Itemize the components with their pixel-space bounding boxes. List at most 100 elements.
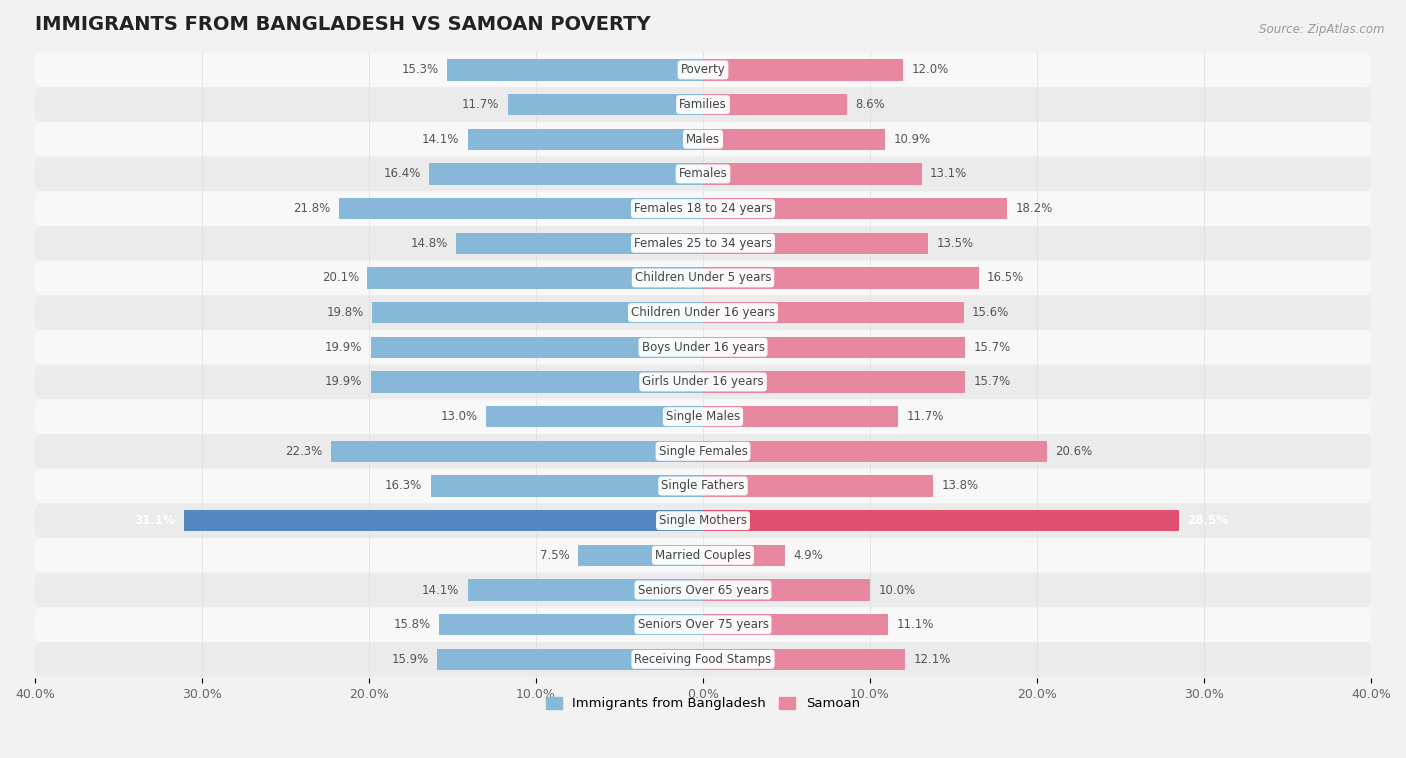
Text: Males: Males	[686, 133, 720, 146]
Bar	[703, 614, 889, 635]
Text: 14.8%: 14.8%	[411, 236, 447, 250]
FancyBboxPatch shape	[35, 226, 1371, 261]
Text: Females 25 to 34 years: Females 25 to 34 years	[634, 236, 772, 250]
Bar	[703, 302, 963, 324]
Bar	[486, 406, 703, 428]
Text: 16.3%: 16.3%	[385, 480, 422, 493]
Bar	[429, 163, 703, 185]
Legend: Immigrants from Bangladesh, Samoan: Immigrants from Bangladesh, Samoan	[541, 692, 865, 716]
Bar	[703, 406, 898, 428]
Bar	[330, 440, 703, 462]
Bar	[508, 94, 703, 115]
Text: 16.4%: 16.4%	[384, 168, 420, 180]
Text: Poverty: Poverty	[681, 64, 725, 77]
FancyBboxPatch shape	[35, 330, 1371, 365]
Bar	[703, 579, 870, 601]
FancyBboxPatch shape	[35, 296, 1371, 330]
FancyBboxPatch shape	[35, 642, 1371, 677]
Text: Seniors Over 65 years: Seniors Over 65 years	[637, 584, 769, 597]
FancyBboxPatch shape	[35, 538, 1371, 572]
FancyBboxPatch shape	[35, 607, 1371, 642]
Text: Source: ZipAtlas.com: Source: ZipAtlas.com	[1260, 23, 1385, 36]
Text: 19.9%: 19.9%	[325, 341, 363, 354]
Bar	[703, 129, 884, 150]
FancyBboxPatch shape	[35, 468, 1371, 503]
Text: 12.1%: 12.1%	[914, 653, 950, 666]
Text: Girls Under 16 years: Girls Under 16 years	[643, 375, 763, 388]
Text: 13.1%: 13.1%	[931, 168, 967, 180]
Text: 4.9%: 4.9%	[793, 549, 823, 562]
Bar	[367, 268, 703, 289]
Text: 15.8%: 15.8%	[394, 619, 430, 631]
FancyBboxPatch shape	[35, 261, 1371, 296]
Text: 19.8%: 19.8%	[326, 306, 364, 319]
Text: 11.7%: 11.7%	[907, 410, 945, 423]
Text: 15.9%: 15.9%	[392, 653, 429, 666]
Text: Females 18 to 24 years: Females 18 to 24 years	[634, 202, 772, 215]
Text: 15.6%: 15.6%	[972, 306, 1010, 319]
Bar	[703, 198, 1007, 219]
Text: 18.2%: 18.2%	[1015, 202, 1053, 215]
Bar	[578, 544, 703, 566]
Bar	[703, 649, 905, 670]
Text: Receiving Food Stamps: Receiving Food Stamps	[634, 653, 772, 666]
Text: Females: Females	[679, 168, 727, 180]
Bar	[703, 59, 904, 80]
Text: 10.0%: 10.0%	[879, 584, 915, 597]
Bar	[703, 94, 846, 115]
Text: Boys Under 16 years: Boys Under 16 years	[641, 341, 765, 354]
Text: 21.8%: 21.8%	[294, 202, 330, 215]
Text: 7.5%: 7.5%	[540, 549, 569, 562]
FancyBboxPatch shape	[35, 87, 1371, 122]
Text: 15.7%: 15.7%	[973, 375, 1011, 388]
Text: 19.9%: 19.9%	[325, 375, 363, 388]
Text: 14.1%: 14.1%	[422, 584, 460, 597]
Text: 16.5%: 16.5%	[987, 271, 1024, 284]
Bar	[339, 198, 703, 219]
Text: 8.6%: 8.6%	[855, 98, 884, 111]
Bar	[184, 510, 703, 531]
Text: Married Couples: Married Couples	[655, 549, 751, 562]
Bar	[371, 371, 703, 393]
Bar	[703, 544, 785, 566]
Text: 15.3%: 15.3%	[402, 64, 439, 77]
Text: Seniors Over 75 years: Seniors Over 75 years	[637, 619, 769, 631]
Bar	[468, 579, 703, 601]
Bar	[371, 337, 703, 358]
Bar	[439, 614, 703, 635]
Text: 15.7%: 15.7%	[973, 341, 1011, 354]
Text: 28.5%: 28.5%	[1187, 514, 1229, 527]
Bar	[456, 233, 703, 254]
FancyBboxPatch shape	[35, 191, 1371, 226]
Bar	[703, 475, 934, 496]
Bar	[373, 302, 703, 324]
Text: 11.7%: 11.7%	[461, 98, 499, 111]
Text: 20.6%: 20.6%	[1056, 445, 1092, 458]
Text: 13.5%: 13.5%	[936, 236, 974, 250]
Bar	[703, 268, 979, 289]
FancyBboxPatch shape	[35, 434, 1371, 468]
Text: 20.1%: 20.1%	[322, 271, 359, 284]
Bar	[703, 337, 965, 358]
FancyBboxPatch shape	[35, 52, 1371, 87]
FancyBboxPatch shape	[35, 399, 1371, 434]
Bar	[468, 129, 703, 150]
Text: Single Mothers: Single Mothers	[659, 514, 747, 527]
Text: 12.0%: 12.0%	[911, 64, 949, 77]
Bar	[703, 233, 928, 254]
Text: Single Fathers: Single Fathers	[661, 480, 745, 493]
Text: 10.9%: 10.9%	[893, 133, 931, 146]
Bar	[447, 59, 703, 80]
Text: 11.1%: 11.1%	[897, 619, 934, 631]
Bar	[703, 510, 1180, 531]
FancyBboxPatch shape	[35, 503, 1371, 538]
Text: 13.0%: 13.0%	[440, 410, 478, 423]
Bar	[430, 475, 703, 496]
Bar	[703, 371, 965, 393]
Bar	[437, 649, 703, 670]
Text: IMMIGRANTS FROM BANGLADESH VS SAMOAN POVERTY: IMMIGRANTS FROM BANGLADESH VS SAMOAN POV…	[35, 15, 651, 34]
Text: 22.3%: 22.3%	[285, 445, 322, 458]
Text: Children Under 5 years: Children Under 5 years	[634, 271, 772, 284]
Text: 14.1%: 14.1%	[422, 133, 460, 146]
FancyBboxPatch shape	[35, 122, 1371, 157]
